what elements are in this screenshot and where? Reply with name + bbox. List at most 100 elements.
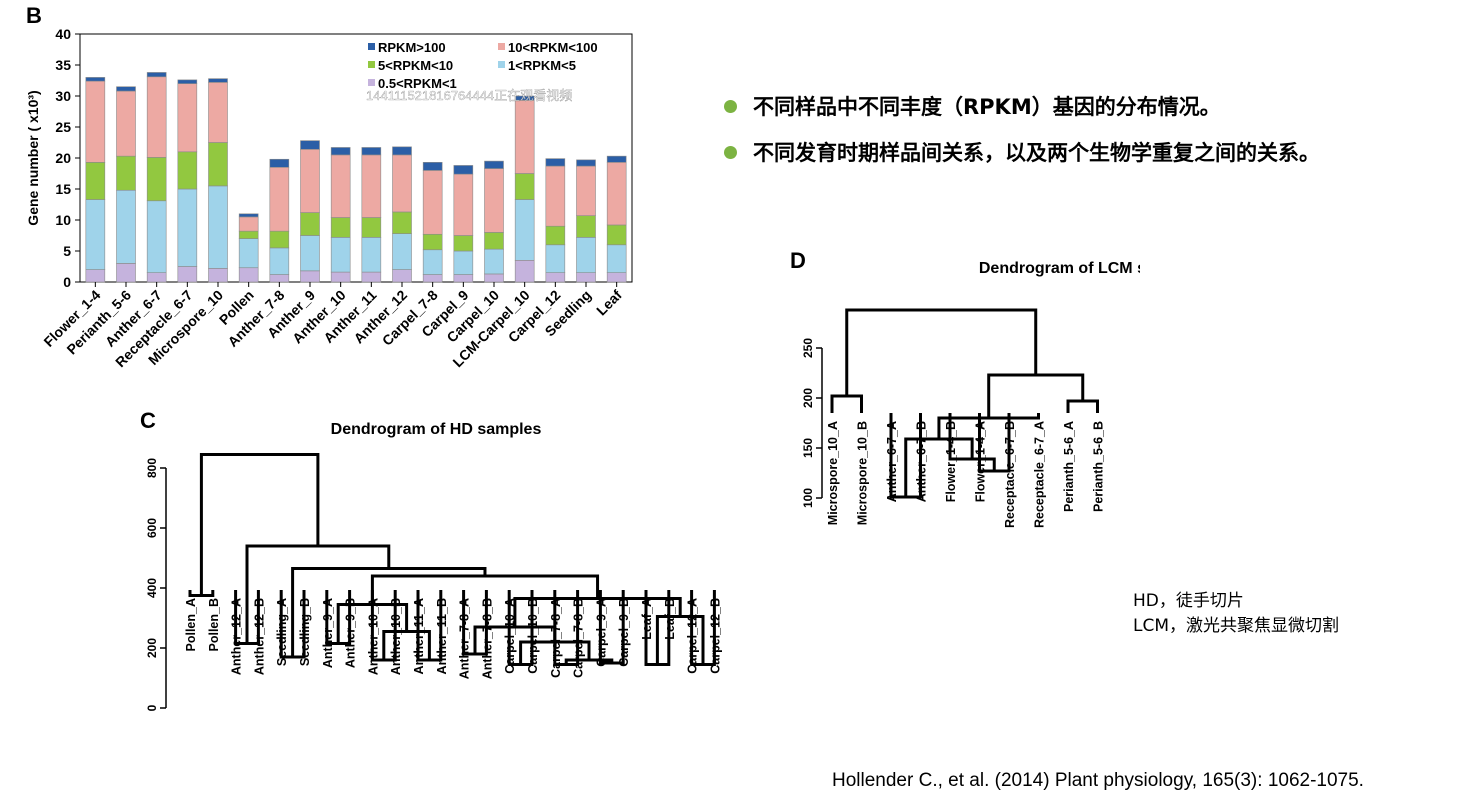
- legend-swatch: [498, 43, 505, 50]
- bar-segment: [116, 263, 136, 283]
- leaf-label: Flower_1-4_A: [974, 421, 988, 502]
- bar-segment: [146, 200, 167, 273]
- bar-segment: [453, 165, 474, 175]
- leaf-label: Leaf_A: [640, 598, 654, 640]
- bar-segment: [208, 185, 228, 269]
- bar-segment: [208, 82, 228, 143]
- y-tick-label: 35: [55, 57, 71, 73]
- bar-segment: [514, 100, 535, 174]
- bullet-item: 不同发育时期样品间关系，以及两个生物学重复之间的关系。: [724, 137, 1320, 167]
- bar-segment: [392, 146, 412, 156]
- y-tick-label: 5: [63, 243, 71, 259]
- bar-segment: [392, 154, 412, 213]
- leaf-label: Anther_11_A: [412, 598, 426, 674]
- leaf-label: Anther_9_A: [321, 598, 335, 668]
- bar-segment: [300, 212, 320, 236]
- leaf-label: Anther_6-7_B: [915, 421, 929, 502]
- bar-segment: [116, 189, 136, 264]
- y-tick-label: 15: [55, 181, 71, 197]
- bar-segment: [116, 86, 136, 92]
- leaf-label: Carpel_9_A: [594, 598, 608, 667]
- bar-segment: [238, 216, 259, 232]
- bar-segment: [606, 272, 627, 283]
- leaf-label: Leaf_B: [663, 598, 677, 640]
- bar-segment: [576, 215, 596, 238]
- bullet-text: 不同样品中不同丰度（RPKM）基因的分布情况。: [753, 95, 1221, 119]
- y-tick-label: 150: [801, 438, 815, 458]
- legend-label: 10<RPKM<100: [508, 40, 598, 55]
- bar-segment: [606, 244, 627, 274]
- bar-segment: [177, 188, 198, 267]
- leaf-label: Anther_7-8_B: [480, 598, 494, 679]
- legend-swatch: [368, 43, 375, 50]
- leaf-label: Carpel_10_B: [526, 598, 540, 674]
- bar-segment: [330, 217, 351, 238]
- bar-segment: [238, 230, 259, 239]
- leaf-label: Carpel_12_B: [708, 598, 722, 674]
- y-tick-label: 200: [145, 638, 159, 658]
- lcm-dendrogram: Dendrogram of LCM samples 100 150 200 250 Mic…: [801, 260, 1140, 528]
- y-tick-label: 0: [145, 704, 159, 711]
- y-tick-label: 800: [145, 458, 159, 478]
- y-tick-label: 100: [801, 488, 815, 508]
- hd-dendrogram: Dendrogram of HD samples 0 200 400 600 800 Pol…: [145, 421, 722, 711]
- dendrogram-branch: [830, 394, 863, 413]
- leaf-label: Seedling_B: [298, 598, 312, 666]
- bar-segment: [146, 76, 167, 158]
- leaf-label: Anther_12_A: [230, 598, 244, 675]
- y-tick-label: 30: [55, 88, 71, 104]
- bar-segment: [177, 79, 198, 84]
- leaf-label: Microspore_10_A: [826, 421, 840, 525]
- bar-segment: [392, 211, 412, 234]
- bar-segment: [545, 165, 566, 227]
- leaf-label: Anther_9_B: [344, 598, 358, 668]
- leaf-label: Perianth_5-6_B: [1092, 421, 1106, 512]
- legend-label: RPKM>100: [378, 40, 446, 55]
- bar-segment: [330, 154, 351, 218]
- leaf-label: Microspore_10_B: [856, 421, 870, 525]
- leaf-label: Anther_11_B: [435, 598, 449, 674]
- leaf-label: Carpel_9_B: [617, 598, 631, 667]
- bar-segment: [177, 266, 198, 283]
- panel-c-label: C: [140, 408, 156, 433]
- bar-segment: [453, 173, 474, 236]
- legend-label: 0.5<RPKM<1: [378, 76, 457, 91]
- bullet-item: 不同样品中不同丰度（RPKM）基因的分布情况。: [724, 91, 1221, 121]
- bar-segment: [545, 158, 566, 167]
- bar-segment: [606, 155, 627, 163]
- bar-segment: [361, 217, 382, 238]
- bar-segment: [606, 224, 627, 246]
- bar-segment: [208, 142, 228, 187]
- bar-segment: [330, 237, 351, 273]
- bar-segment: [85, 80, 106, 163]
- dendrogram-branch: [845, 308, 1038, 396]
- bar-segment: [116, 155, 136, 191]
- bar-segment: [238, 213, 259, 218]
- legend-swatch: [498, 61, 505, 68]
- leaf-label: Flower_1-4_B: [944, 421, 958, 502]
- bar-segment: [453, 250, 474, 275]
- bar-segment: [361, 271, 382, 283]
- y-tick-label: 25: [55, 119, 71, 135]
- bar-segment: [330, 147, 351, 156]
- bullet-text: 不同发育时期样品间关系，以及两个生物学重复之间的关系。: [753, 141, 1320, 165]
- dendrogram-title: Dendrogram of LCM samples: [979, 260, 1140, 277]
- bar-segment: [392, 269, 412, 283]
- bar-segment: [269, 274, 290, 283]
- bullet-dot: [724, 99, 737, 113]
- bar-segment: [208, 78, 228, 83]
- bar-segment: [269, 158, 290, 168]
- bar-segment: [422, 274, 443, 283]
- bar-segment: [146, 157, 167, 202]
- bar-segment: [300, 235, 320, 272]
- y-tick-label: 400: [145, 578, 159, 598]
- bar-segment: [606, 162, 627, 226]
- bar-segment: [545, 272, 566, 283]
- legend-swatch: [368, 61, 375, 68]
- bar-segment: [361, 237, 382, 273]
- note-lcm: LCM，激光共聚焦显微切割: [1133, 616, 1340, 636]
- leaf-label: Carpel_10_A: [503, 598, 517, 674]
- leaf-label: Anther_10_A: [366, 598, 380, 675]
- bar-segment: [85, 269, 106, 283]
- leaf-label: Pollen_B: [207, 598, 221, 652]
